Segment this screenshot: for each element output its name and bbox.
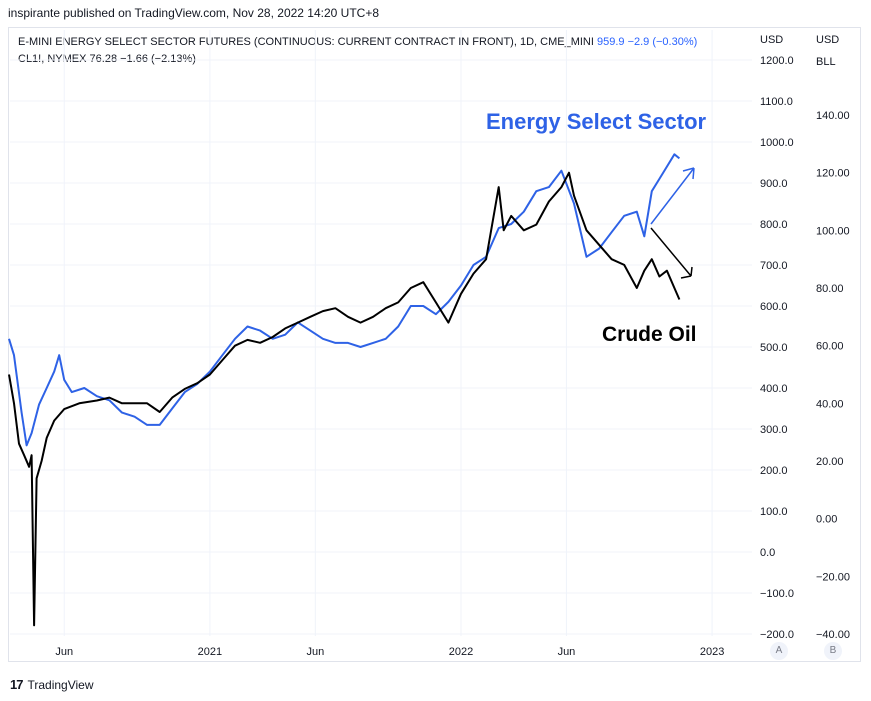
left-axis-tick-label: 100.0 <box>760 506 788 518</box>
down-arrow-icon <box>650 227 693 279</box>
trend-arrows <box>650 167 695 279</box>
time-axis-tick-label: Jun <box>55 646 73 658</box>
right-axis-unit-secondary: BLL <box>816 56 836 68</box>
right-axis-tick-label: 140.00 <box>816 110 850 122</box>
left-axis-tick-label: 900.0 <box>760 178 788 190</box>
left-axis-unit: USD <box>760 34 784 46</box>
time-axis-tick-label: Jun <box>306 646 324 658</box>
footer-brand[interactable]: 17 TradingView <box>10 677 94 692</box>
left-axis-tick-label: 0.0 <box>760 547 775 559</box>
left-axis-tick-label: 800.0 <box>760 219 788 231</box>
legend-series-2-value: 76.28 <box>89 53 118 65</box>
right-axis-tick-label: −20.00 <box>816 571 850 583</box>
left-axis-tick-label: 1200.0 <box>760 55 794 67</box>
legend-series-2-name: CL1!, NYMEX <box>18 53 87 65</box>
right-axis-tick-label: 0.00 <box>816 514 837 526</box>
right-axis-tick-label: 80.00 <box>816 283 844 295</box>
footer-brand-label: TradingView <box>27 677 94 692</box>
left-axis-tick-label: 300.0 <box>760 424 788 436</box>
legend-series-2-change: −1.66 (−2.13%) <box>120 53 196 65</box>
left-axis-tick-label: 500.0 <box>760 342 788 354</box>
time-axis-tick-label: 2022 <box>449 646 473 658</box>
tradingview-logo-icon: 17 <box>10 677 24 692</box>
left-axis-tick-label: 600.0 <box>760 301 788 313</box>
left-axis-tick-label: 700.0 <box>760 260 788 272</box>
right-axis-unit: USD <box>816 34 840 46</box>
publisher-credit: inspirante published on TradingView.com,… <box>8 6 380 20</box>
time-axis-tick-label: 2021 <box>198 646 222 658</box>
grid-lines <box>10 30 752 636</box>
right-axis-tick-label: 120.00 <box>816 168 850 180</box>
time-axis-ticks: Jun 2021 Jun 2022 Jun 2023 <box>55 646 724 658</box>
left-axis-tick-label: −200.0 <box>760 629 794 641</box>
legend-series-1-change: −2.9 (−0.30%) <box>627 36 698 48</box>
series-line-crude <box>8 171 681 627</box>
time-axis-tick-label: Jun <box>558 646 576 658</box>
annotation-energy-select-sector: Energy Select Sector <box>486 109 707 134</box>
left-axis-tick-label: 400.0 <box>760 383 788 395</box>
chart-frame <box>8 27 861 662</box>
right-axis-tick-label: 20.00 <box>816 456 844 468</box>
left-axis-tick-label: −100.0 <box>760 588 794 600</box>
right-axis-tick-label: −40.00 <box>816 629 850 641</box>
scale-a-button[interactable]: A <box>770 642 788 660</box>
left-axis-ticks: 1200.0 1100.0 1000.0 900.0 800.0 700.0 600.0 50… <box>760 55 794 641</box>
right-axis-tick-label: 40.00 <box>816 398 844 410</box>
right-axis-ticks: 140.00 120.00 100.00 80.00 60.00 40.00 20.00 0.… <box>816 110 850 641</box>
left-axis-tick-label: 200.0 <box>760 465 788 477</box>
right-axis-tick-label: 60.00 <box>816 341 844 353</box>
left-axis-tick-label: 1000.0 <box>760 137 794 149</box>
scale-b-button[interactable]: B <box>824 642 842 660</box>
time-axis-tick-label: 2023 <box>700 646 724 658</box>
series-line-energy <box>8 153 681 447</box>
legend-series-2[interactable]: CL1!, NYMEX 76.28 −1.66 (−2.13%) <box>18 53 196 65</box>
legend-series-1-name: E-MINI ENERGY SELECT SECTOR FUTURES (CON… <box>18 36 594 48</box>
right-axis-tick-label: 100.00 <box>816 225 850 237</box>
series-lines <box>8 153 681 627</box>
legend-series-1[interactable]: E-MINI ENERGY SELECT SECTOR FUTURES (CON… <box>18 36 697 48</box>
left-axis-tick-label: 1100.0 <box>760 96 793 108</box>
legend-series-1-value: 959.9 <box>596 36 625 48</box>
annotation-crude-oil: Crude Oil <box>602 323 697 346</box>
up-arrow-icon <box>650 167 695 225</box>
